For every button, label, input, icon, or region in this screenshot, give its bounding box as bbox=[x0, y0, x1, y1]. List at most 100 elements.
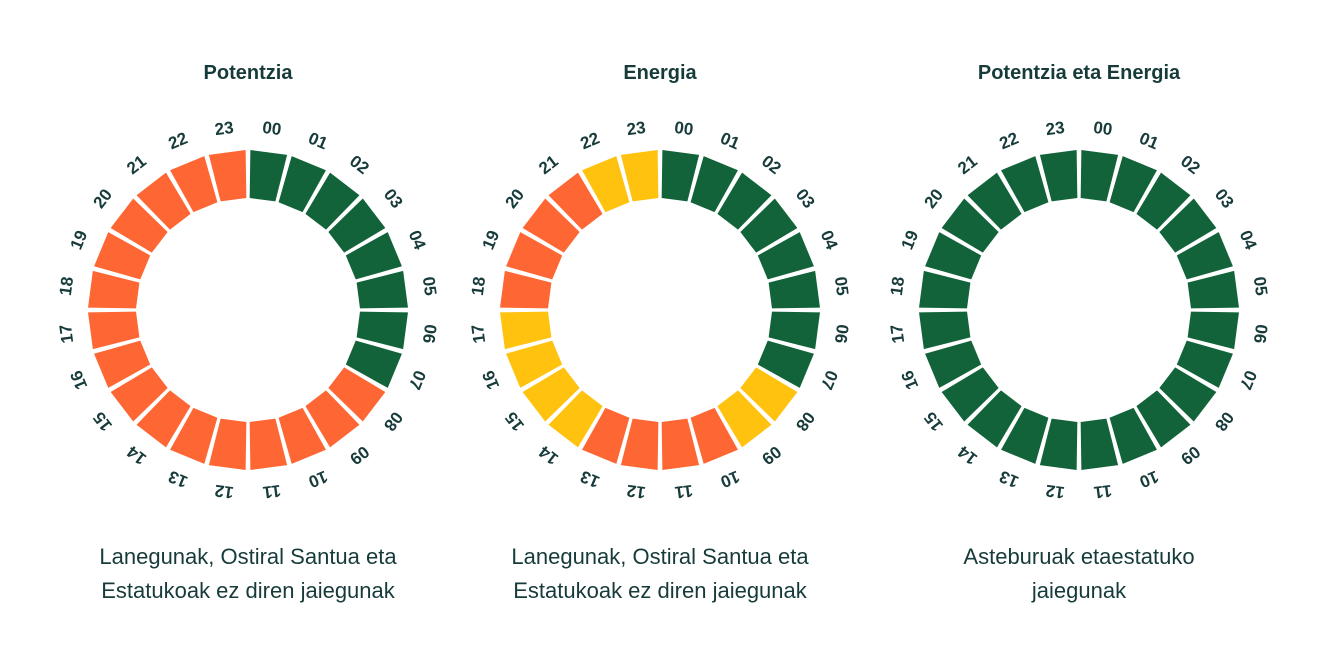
hour-segment-15 bbox=[941, 367, 999, 422]
hour-label-00: 00 bbox=[1092, 118, 1113, 139]
hour-segment-16 bbox=[94, 340, 151, 388]
hour-segment-13 bbox=[1001, 407, 1049, 464]
hour-segment-12 bbox=[208, 418, 247, 470]
hour-label-17: 17 bbox=[887, 323, 908, 344]
hour-segment-04 bbox=[1176, 232, 1233, 280]
hour-label-16: 16 bbox=[898, 368, 923, 393]
hour-label-01: 01 bbox=[306, 129, 331, 154]
hour-label-07: 07 bbox=[1236, 368, 1261, 393]
hour-label-23: 23 bbox=[625, 118, 646, 139]
hour-segment-09 bbox=[305, 390, 360, 448]
hour-label-04: 04 bbox=[1236, 228, 1261, 253]
hour-segment-18 bbox=[919, 270, 971, 309]
hour-label-19: 19 bbox=[898, 228, 923, 253]
hour-label-06: 06 bbox=[1250, 323, 1271, 344]
hour-label-16: 16 bbox=[67, 368, 92, 393]
hour-label-20: 20 bbox=[502, 185, 529, 212]
hour-label-20: 20 bbox=[90, 185, 117, 212]
hour-segment-11 bbox=[1080, 418, 1119, 470]
hour-segment-17 bbox=[88, 311, 140, 350]
hour-label-01: 01 bbox=[1137, 129, 1162, 154]
hour-label-05: 05 bbox=[419, 275, 440, 296]
hour-segment-03 bbox=[1159, 198, 1217, 253]
hour-label-22: 22 bbox=[997, 129, 1022, 154]
hour-label-14: 14 bbox=[123, 442, 150, 469]
hour-label-05: 05 bbox=[1250, 275, 1271, 296]
hour-label-20: 20 bbox=[921, 185, 948, 212]
hour-label-02: 02 bbox=[1177, 152, 1204, 179]
hour-segment-22 bbox=[1001, 156, 1049, 213]
hour-segment-08 bbox=[1159, 367, 1217, 422]
caption-line: jaiegunak bbox=[1031, 578, 1127, 603]
hour-segment-19 bbox=[925, 232, 982, 280]
hour-segment-10 bbox=[1109, 407, 1157, 464]
hour-segment-14 bbox=[136, 390, 191, 448]
caption-line: Estatukoak ez diren jaiegunak bbox=[101, 578, 395, 603]
hour-label-21: 21 bbox=[535, 152, 562, 179]
hour-segment-14 bbox=[548, 390, 603, 448]
hour-segment-19 bbox=[506, 232, 563, 280]
hour-segment-12 bbox=[1039, 418, 1078, 470]
hour-segment-05 bbox=[1187, 270, 1239, 309]
hour-label-06: 06 bbox=[419, 323, 440, 344]
panel-caption: Lanegunak, Ostiral Santua eta Estatukoak… bbox=[68, 540, 428, 608]
hour-segment-21 bbox=[136, 172, 191, 230]
hour-label-09: 09 bbox=[758, 442, 785, 469]
hour-segment-00 bbox=[661, 150, 700, 202]
hour-segment-17 bbox=[500, 311, 552, 350]
hour-label-10: 10 bbox=[1137, 467, 1162, 492]
hour-label-19: 19 bbox=[67, 228, 92, 253]
panel-potentzia: Potentzia 00 01 02 03 04 05 06 07 08 09 10 11 12 13 14… bbox=[28, 0, 468, 660]
hour-label-23: 23 bbox=[213, 118, 234, 139]
hour-label-22: 22 bbox=[166, 129, 191, 154]
hour-segment-07 bbox=[345, 340, 402, 388]
hour-label-12: 12 bbox=[213, 481, 234, 502]
hour-label-19: 19 bbox=[479, 228, 504, 253]
hour-segment-23 bbox=[620, 150, 659, 202]
hour-segment-20 bbox=[941, 198, 999, 253]
hour-label-15: 15 bbox=[921, 408, 948, 435]
hour-segment-20 bbox=[522, 198, 580, 253]
hour-label-18: 18 bbox=[468, 275, 489, 296]
hour-segment-05 bbox=[356, 270, 408, 309]
hour-segment-01 bbox=[278, 156, 326, 213]
hour-segment-21 bbox=[548, 172, 603, 230]
hour-label-11: 11 bbox=[1093, 481, 1113, 502]
hour-segment-07 bbox=[757, 340, 814, 388]
hour-label-17: 17 bbox=[56, 323, 77, 344]
hour-label-13: 13 bbox=[166, 467, 191, 492]
hour-label-06: 06 bbox=[831, 323, 852, 344]
hour-label-03: 03 bbox=[792, 185, 819, 212]
hour-segment-08 bbox=[328, 367, 386, 422]
hour-segment-04 bbox=[345, 232, 402, 280]
hour-label-15: 15 bbox=[502, 408, 529, 435]
hour-label-08: 08 bbox=[380, 408, 407, 435]
hour-segment-22 bbox=[170, 156, 218, 213]
hour-segment-16 bbox=[506, 340, 563, 388]
hour-segment-02 bbox=[305, 172, 360, 230]
hour-label-05: 05 bbox=[831, 275, 852, 296]
hour-segment-00 bbox=[249, 150, 288, 202]
hour-label-23: 23 bbox=[1044, 118, 1065, 139]
hour-label-09: 09 bbox=[1177, 442, 1204, 469]
hour-label-17: 17 bbox=[468, 323, 489, 344]
hour-segment-15 bbox=[110, 367, 168, 422]
hour-segment-07 bbox=[1176, 340, 1233, 388]
hour-segment-11 bbox=[249, 418, 288, 470]
hour-label-01: 01 bbox=[718, 129, 743, 154]
hour-label-11: 11 bbox=[262, 481, 282, 502]
hour-segment-21 bbox=[967, 172, 1022, 230]
hour-label-09: 09 bbox=[346, 442, 373, 469]
hour-segment-12 bbox=[620, 418, 659, 470]
hour-segment-20 bbox=[110, 198, 168, 253]
panel-title: Energia bbox=[623, 62, 697, 84]
hour-segment-15 bbox=[522, 367, 580, 422]
hour-segment-19 bbox=[94, 232, 151, 280]
panel-caption: Asteburuak etaestatuko jaiegunak bbox=[899, 540, 1259, 608]
hour-label-12: 12 bbox=[1044, 481, 1065, 502]
hour-label-02: 02 bbox=[758, 152, 785, 179]
hour-label-10: 10 bbox=[718, 467, 743, 492]
hour-label-14: 14 bbox=[535, 442, 562, 469]
hour-segment-14 bbox=[967, 390, 1022, 448]
